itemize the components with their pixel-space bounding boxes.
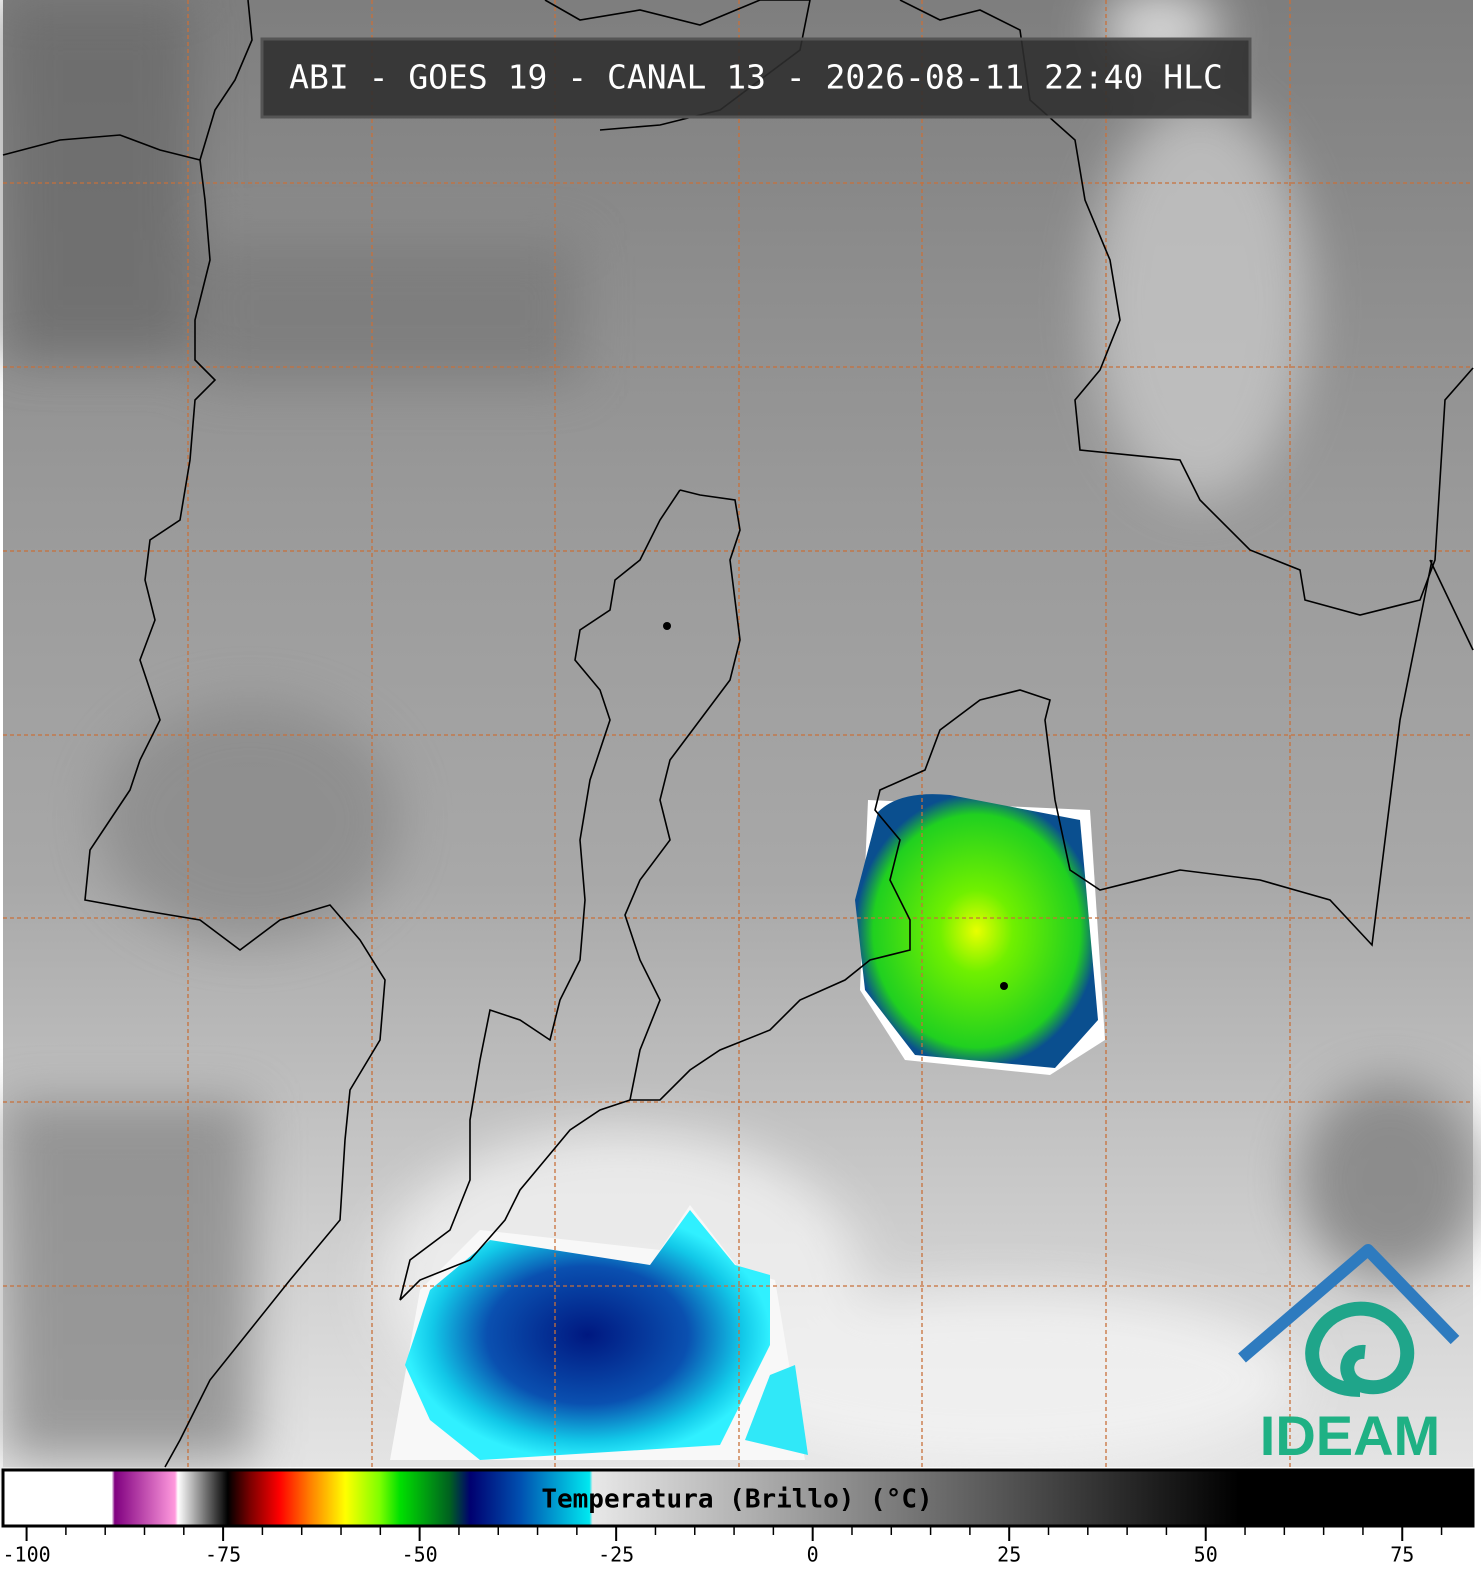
tick-label: -25 (598, 1543, 634, 1567)
colorbar: Temperatura (Brillo) (°C) (1, 1468, 1475, 1528)
tick-label: 50 (1194, 1543, 1218, 1567)
colorbar-label: Temperatura (Brillo) (°C) (541, 1485, 932, 1515)
title-box: ABI - GOES 19 - CANAL 13 - 2026-08-11 22… (260, 37, 1252, 119)
tick-label: 25 (997, 1543, 1021, 1567)
logo-text: IDEAM (1260, 1404, 1440, 1467)
tick-label: 0 (807, 1543, 819, 1567)
imagery (3, 0, 1480, 1470)
colorbar-axis: -100 -75 -50 -25 0 25 50 75 (2, 1527, 1443, 1567)
logo: IDEAM (1238, 1244, 1460, 1467)
graticule (3, 0, 1473, 1467)
tick-label: 75 (1390, 1543, 1414, 1567)
title: ABI - GOES 19 - CANAL 13 - 2026-08-11 22… (289, 58, 1223, 97)
tick-label: -75 (205, 1543, 241, 1567)
borders (2, 0, 1474, 1468)
city-dot (663, 622, 671, 630)
tick-label: -50 (402, 1543, 438, 1567)
city-dot (1000, 982, 1008, 990)
tick-label: -100 (2, 1543, 50, 1567)
